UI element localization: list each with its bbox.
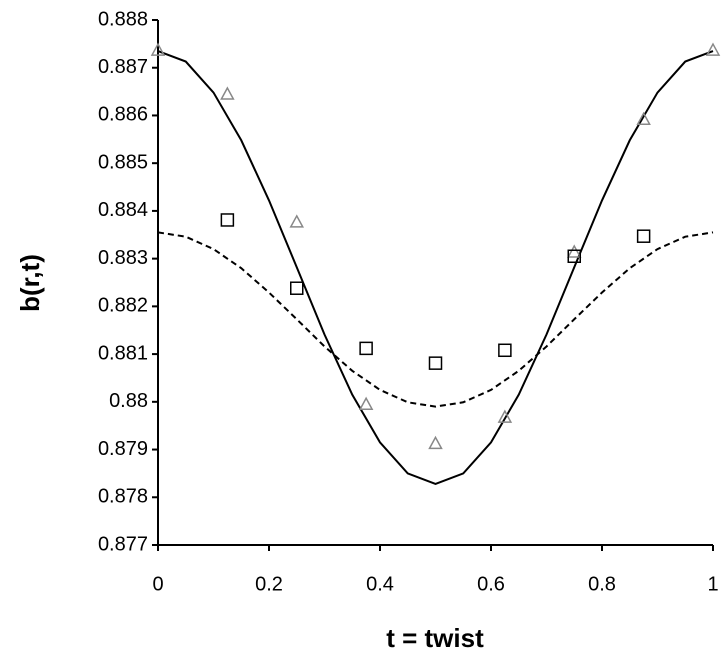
y-tick-label: 0.878 (98, 486, 148, 508)
triangle-marker (566, 244, 582, 258)
square-marker (567, 249, 581, 263)
square-marker (498, 343, 512, 358)
square-marker (636, 229, 651, 243)
y-tick-label: 0.88 (109, 390, 148, 412)
y-tick-label: 0.881 (98, 342, 148, 364)
series-line (157, 231, 714, 408)
y-tick-label: 0.884 (98, 199, 148, 221)
y-tick-label: 0.886 (98, 104, 148, 126)
square-marker (428, 356, 443, 370)
square-marker (290, 281, 304, 295)
square-marker (359, 341, 373, 356)
triangle-marker (150, 42, 166, 56)
x-tick-label: 0.6 (477, 573, 505, 595)
x-tick-label: 1 (707, 573, 718, 595)
triangle-marker (497, 409, 513, 423)
x-tick-label: 0.4 (366, 573, 394, 595)
y-tick-label: 0.888 (98, 8, 148, 30)
series-line (157, 50, 714, 485)
triangle-marker (289, 214, 305, 228)
x-tick-label: 0 (152, 573, 163, 595)
y-tick-label: 0.883 (98, 247, 148, 269)
square-marker (220, 213, 235, 227)
x-tick-label: 0.8 (588, 573, 616, 595)
triangle-marker (636, 111, 651, 126)
triangle-marker (705, 42, 721, 56)
triangle-marker (220, 86, 235, 100)
y-tick-label: 0.882 (98, 295, 148, 317)
triangle-marker (428, 435, 443, 450)
y-tick-label: 0.879 (98, 438, 148, 460)
y-tick-label: 0.885 (98, 151, 148, 173)
y-tick-label: 0.887 (98, 56, 148, 78)
triangle-marker (358, 396, 374, 410)
x-tick-label: 0.2 (255, 573, 283, 595)
y-axis-title: b(r,t) (15, 254, 45, 312)
x-axis-title: t = twist (386, 623, 484, 653)
y-tick-label: 0.877 (98, 533, 148, 555)
